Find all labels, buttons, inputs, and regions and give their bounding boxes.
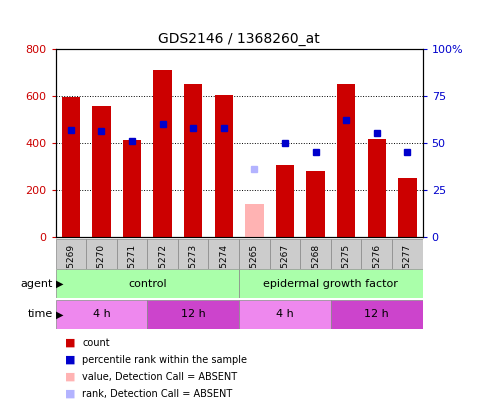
Bar [337, 84, 355, 237]
Text: ■: ■ [65, 338, 76, 348]
Bar [331, 239, 361, 269]
Bar [178, 239, 209, 269]
Text: epidermal growth factor: epidermal growth factor [263, 279, 398, 289]
Bar [154, 70, 172, 237]
Bar [331, 300, 423, 329]
Text: GSM75273: GSM75273 [189, 243, 198, 293]
Text: GSM75274: GSM75274 [219, 243, 228, 292]
Bar [306, 171, 325, 237]
Bar [86, 239, 117, 269]
Bar [239, 300, 331, 329]
Bar [147, 300, 239, 329]
Bar [239, 269, 423, 298]
Bar [56, 239, 86, 269]
Text: GSM75271: GSM75271 [128, 243, 137, 293]
Text: percentile rank within the sample: percentile rank within the sample [82, 355, 247, 365]
Bar [214, 94, 233, 237]
Text: time: time [28, 309, 53, 319]
Bar [92, 106, 111, 237]
Text: count: count [82, 338, 110, 348]
Text: value, Detection Call = ABSENT: value, Detection Call = ABSENT [82, 372, 237, 382]
Bar [361, 239, 392, 269]
Text: agent: agent [21, 279, 53, 289]
Text: ■: ■ [65, 389, 76, 399]
Bar [276, 165, 294, 237]
Text: rank, Detection Call = ABSENT: rank, Detection Call = ABSENT [82, 389, 232, 399]
Title: GDS2146 / 1368260_at: GDS2146 / 1368260_at [158, 32, 320, 46]
Text: ▶: ▶ [56, 279, 64, 289]
Bar [300, 239, 331, 269]
Text: GSM75269: GSM75269 [66, 243, 75, 293]
Bar [56, 269, 239, 298]
Text: 12 h: 12 h [364, 309, 389, 319]
Text: GSM75272: GSM75272 [158, 243, 167, 292]
Text: ▶: ▶ [56, 309, 64, 319]
Bar [245, 204, 264, 237]
Text: 12 h: 12 h [181, 309, 206, 319]
Bar [398, 178, 416, 237]
Bar [117, 239, 147, 269]
Bar [368, 139, 386, 237]
Text: control: control [128, 279, 167, 289]
Text: ■: ■ [65, 355, 76, 365]
Bar [209, 239, 239, 269]
Text: GSM75270: GSM75270 [97, 243, 106, 293]
Text: 4 h: 4 h [93, 309, 110, 319]
Bar [56, 300, 147, 329]
Text: ■: ■ [65, 372, 76, 382]
Text: GSM75275: GSM75275 [341, 243, 351, 293]
Text: 4 h: 4 h [276, 309, 294, 319]
Bar [270, 239, 300, 269]
Bar [147, 239, 178, 269]
Bar [184, 84, 202, 237]
Text: GSM75276: GSM75276 [372, 243, 381, 293]
Text: GSM75267: GSM75267 [281, 243, 289, 293]
Text: GSM75277: GSM75277 [403, 243, 412, 293]
Bar [123, 141, 141, 237]
Text: GSM75268: GSM75268 [311, 243, 320, 293]
Bar [62, 97, 80, 237]
Bar [392, 239, 423, 269]
Bar [239, 239, 270, 269]
Text: GSM75265: GSM75265 [250, 243, 259, 293]
